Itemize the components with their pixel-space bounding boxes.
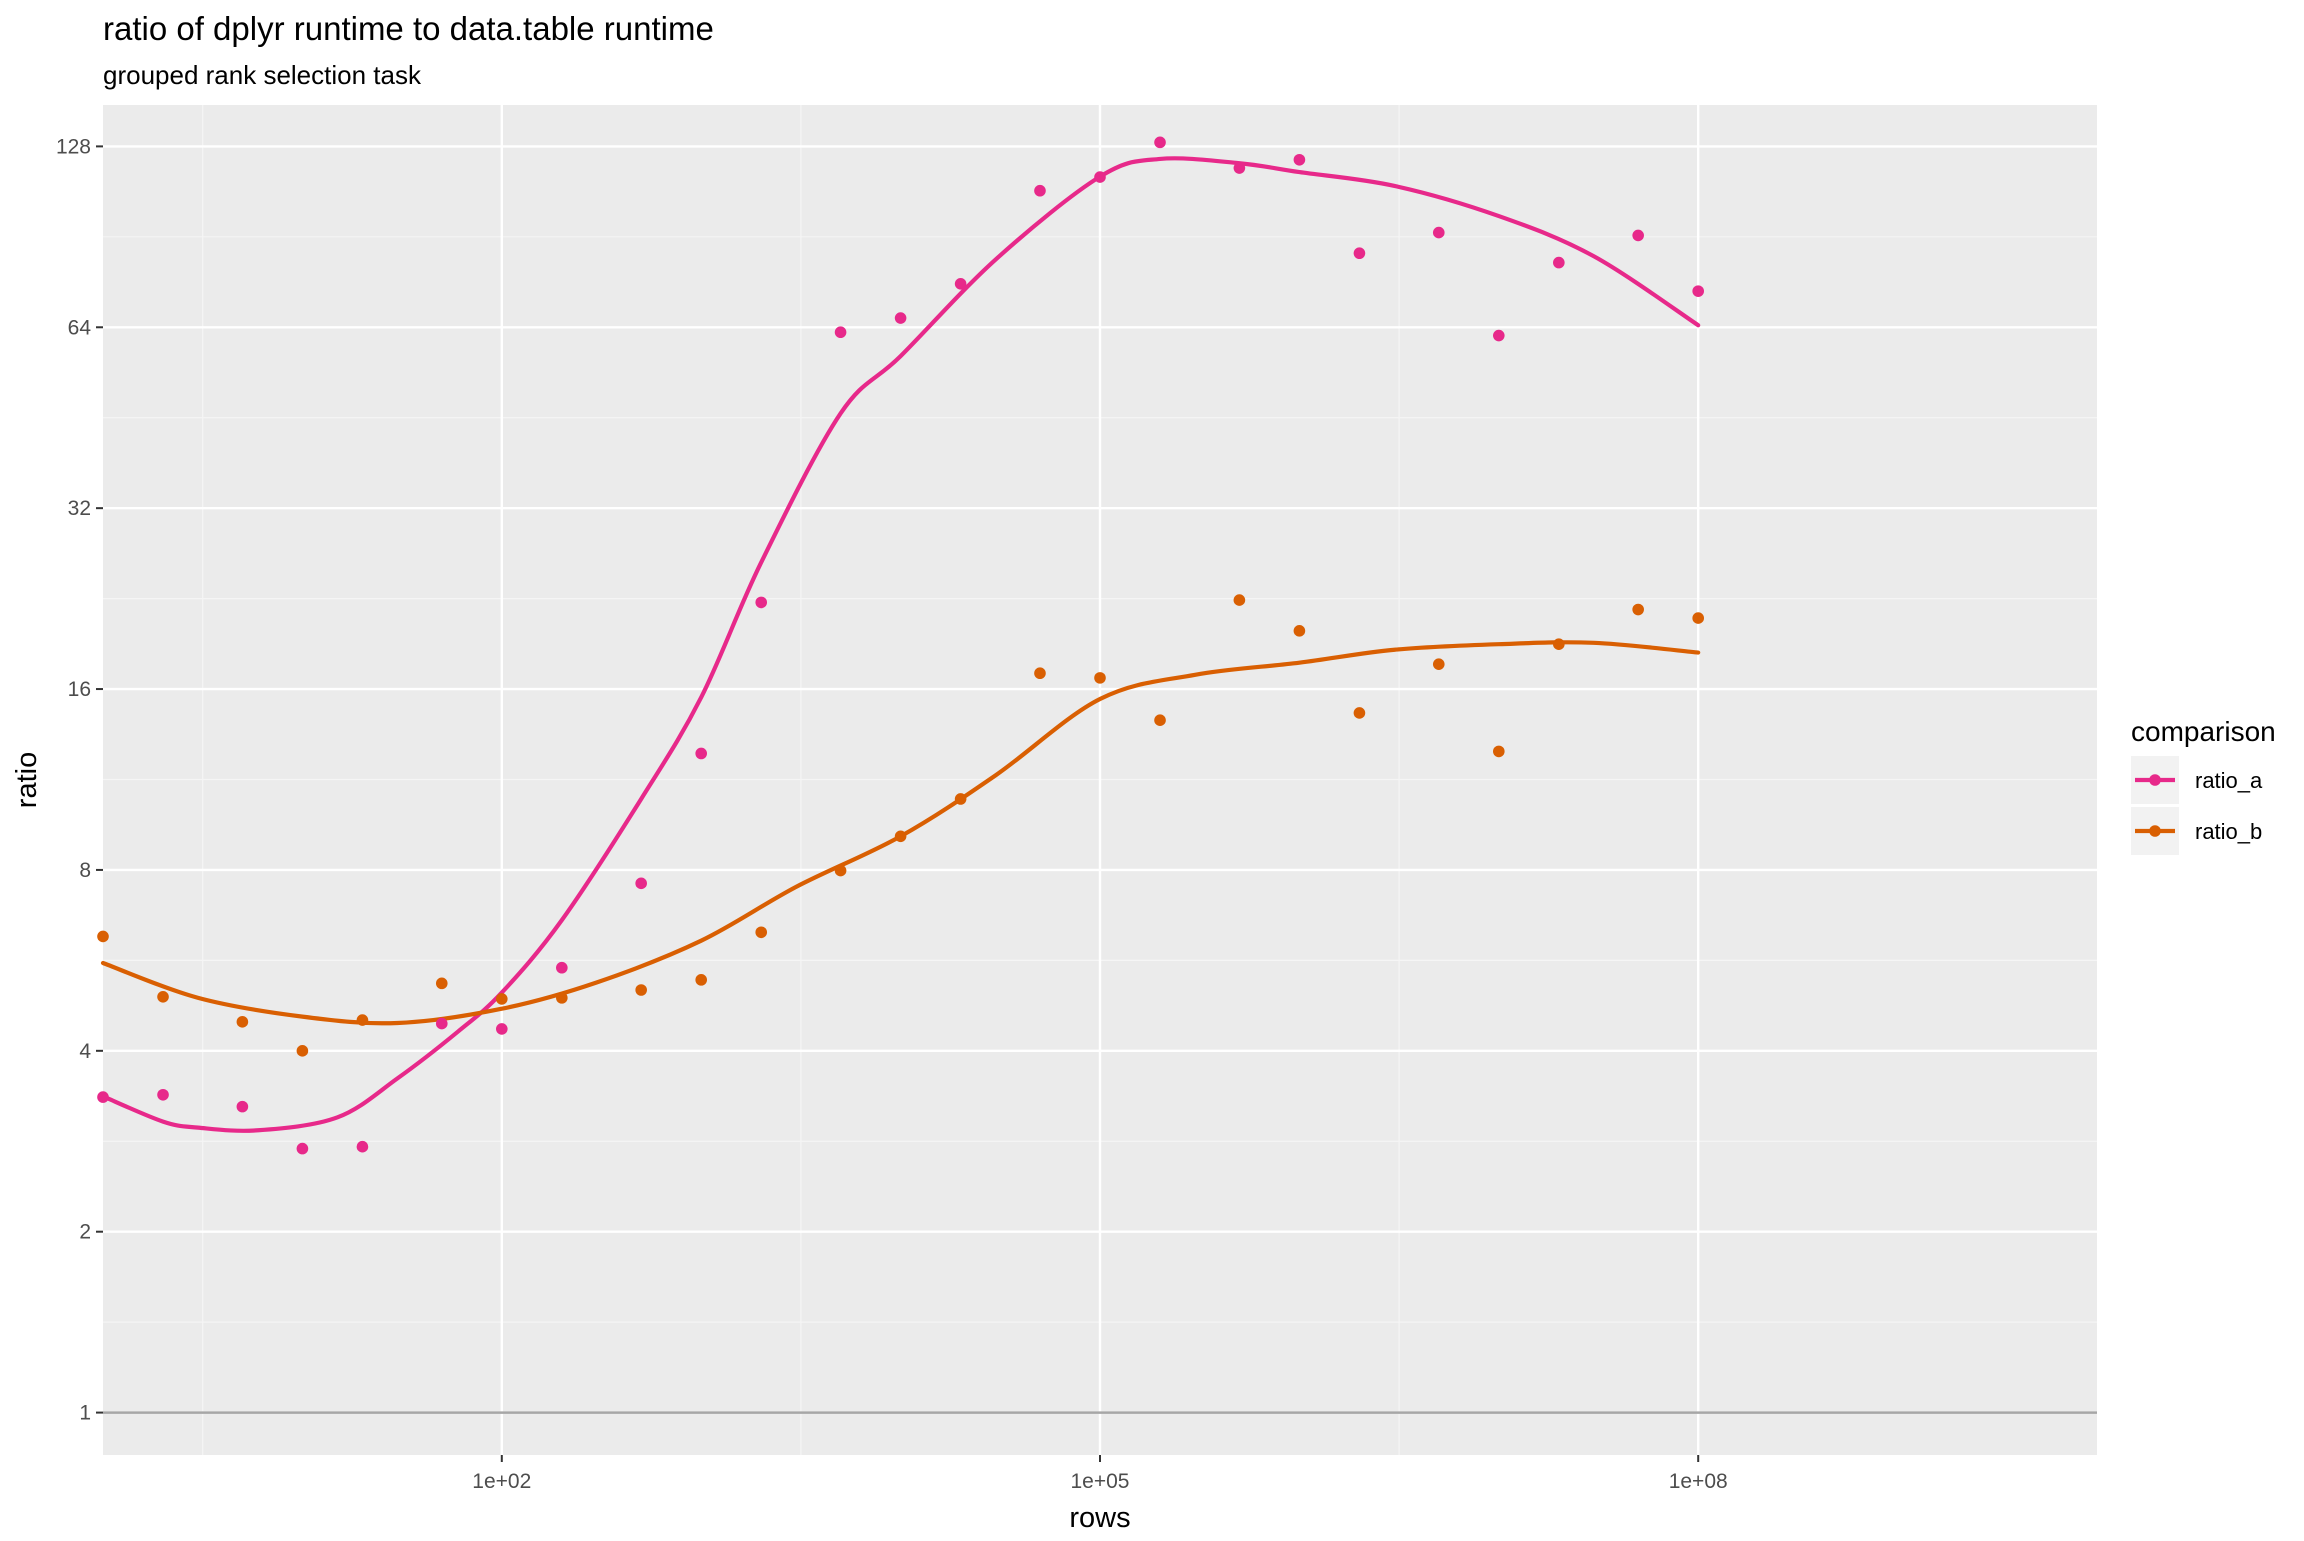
data-point-ratio_a	[236, 1100, 249, 1113]
data-point-ratio_b	[894, 830, 907, 843]
legend-title: comparison	[2131, 716, 2276, 747]
data-point-ratio_b	[97, 930, 109, 943]
y-tick-label: 32	[68, 497, 91, 520]
data-point-ratio_a	[1154, 136, 1166, 149]
data-point-ratio_a	[1353, 247, 1366, 260]
data-point-ratio_a	[1692, 285, 1704, 297]
data-point-ratio_a	[1493, 329, 1505, 342]
data-point-ratio_a	[296, 1142, 309, 1155]
data-point-ratio_a	[356, 1140, 369, 1153]
data-point-ratio_b	[834, 864, 847, 877]
legend-keys: ratio_a ratio_b	[2131, 756, 2263, 855]
data-point-ratio_b	[1692, 612, 1704, 624]
data-point-ratio_a	[1094, 171, 1106, 183]
data-point-ratio_b	[296, 1045, 309, 1057]
data-point-ratio_b	[1293, 625, 1306, 637]
data-point-ratio_b	[755, 926, 768, 939]
y-tick-label: 4	[79, 1040, 91, 1063]
data-point-ratio_a	[1034, 184, 1046, 197]
chart-subtitle: grouped rank selection task	[103, 60, 422, 90]
legend-key-point	[2149, 774, 2161, 786]
y-tick-label: 128	[56, 135, 91, 158]
data-point-ratio_a	[894, 312, 907, 324]
data-point-ratio_b	[1154, 714, 1166, 726]
data-point-ratio_a	[1432, 226, 1445, 239]
x-tick-label: 1e+08	[1669, 1470, 1728, 1493]
x-axis-title: rows	[1069, 1502, 1130, 1534]
y-tick-label: 64	[68, 316, 92, 339]
y-tick-label: 1	[79, 1402, 91, 1425]
y-tick-label: 8	[79, 859, 91, 882]
data-point-ratio_a	[97, 1091, 109, 1103]
legend: comparison ratio_a ratio_b	[2131, 716, 2276, 855]
y-axis-title: ratio	[11, 752, 43, 808]
data-point-ratio_b	[1432, 658, 1445, 670]
data-point-ratio_b	[556, 992, 568, 1004]
y-axis: 1 2 4 8 16 32 64 128	[56, 135, 103, 1425]
x-tick-label: 1e+02	[472, 1470, 531, 1493]
data-point-ratio_b	[954, 793, 967, 805]
legend-key-point	[2149, 825, 2161, 837]
data-point-ratio_a	[755, 596, 768, 609]
data-point-ratio_a	[496, 1023, 508, 1035]
data-point-ratio_b	[695, 974, 707, 986]
data-point-ratio_a	[834, 326, 847, 339]
data-point-ratio_a	[435, 1017, 448, 1030]
smooth-line-ratio_a	[100, 156, 1701, 1133]
data-point-ratio_a	[954, 278, 967, 290]
data-point-ratio_a	[695, 747, 707, 760]
data-point-ratio_a	[1553, 256, 1565, 269]
data-point-ratio_b	[1034, 667, 1046, 680]
data-point-ratio_b	[1353, 707, 1366, 719]
data-point-ratio_b	[1493, 745, 1505, 758]
data-point-ratio_b	[1553, 638, 1565, 651]
points-layer	[97, 136, 1704, 1155]
y-tick-label: 16	[68, 678, 91, 701]
data-point-ratio_a	[556, 961, 568, 974]
data-point-ratio_b	[1094, 672, 1106, 684]
x-tick-label: 1e+05	[1071, 1470, 1130, 1493]
data-point-ratio_a	[635, 877, 647, 890]
data-point-ratio_b	[157, 990, 169, 1003]
legend-label: ratio_b	[2195, 819, 2262, 844]
data-point-ratio_b	[1632, 603, 1644, 616]
chart-title: ratio of dplyr runtime to data.table run…	[103, 10, 714, 47]
data-point-ratio_a	[1233, 162, 1246, 174]
data-point-ratio_b	[435, 977, 448, 990]
data-point-ratio_a	[1632, 229, 1644, 242]
x-axis: 1e+02 1e+05 1e+08	[472, 1455, 1728, 1493]
y-tick-label: 2	[79, 1221, 91, 1244]
data-point-ratio_a	[1293, 153, 1306, 166]
data-point-ratio_b	[1233, 594, 1246, 606]
data-point-ratio_a	[157, 1088, 169, 1101]
data-point-ratio_b	[236, 1016, 249, 1028]
legend-label: ratio_a	[2195, 768, 2263, 793]
data-point-ratio_b	[635, 984, 647, 996]
data-point-ratio_b	[356, 1014, 369, 1026]
data-point-ratio_b	[496, 993, 508, 1005]
